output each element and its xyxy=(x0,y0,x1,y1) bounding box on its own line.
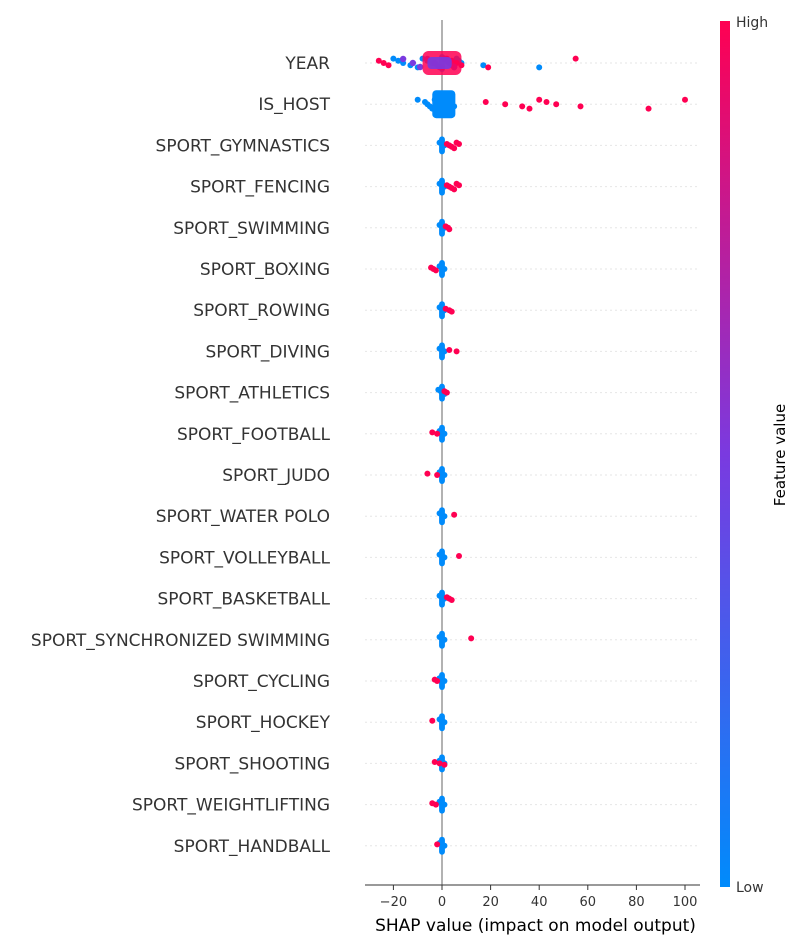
x-tick-label: 80 xyxy=(628,895,645,910)
shap-point-high xyxy=(543,99,550,105)
shap-point-high xyxy=(456,182,463,189)
shap-point-high xyxy=(434,841,441,848)
colorbar-gradient xyxy=(720,21,730,887)
feature-label: SPORT_ATHLETICS xyxy=(174,384,330,404)
shap-point-high xyxy=(468,635,475,642)
feature-label: SPORT_JUDO xyxy=(222,466,330,486)
shap-point-high xyxy=(553,101,560,108)
feature-label: SPORT_SWIMMING xyxy=(173,219,330,239)
shap-point-low xyxy=(536,64,543,71)
feature-label: SPORT_FENCING xyxy=(190,178,330,198)
is-host-density-band xyxy=(432,90,456,119)
shap-point-high xyxy=(434,472,441,478)
x-axis: −20 0 20 40 60 80 100 xyxy=(365,884,700,910)
shap-point-high xyxy=(436,760,443,767)
shap-point-high xyxy=(485,64,492,71)
shap-point-low xyxy=(390,55,397,62)
feature-label: SPORT_BASKETBALL xyxy=(158,590,331,610)
colorbar-high-label: High xyxy=(736,15,768,31)
shap-point-high xyxy=(448,308,455,315)
feature-label: SPORT_HOCKEY xyxy=(196,713,331,733)
feature-label: SPORT_WATER POLO xyxy=(156,507,330,527)
shap-point-low xyxy=(414,96,421,103)
shap-point-mid xyxy=(399,55,407,63)
year-mid-band xyxy=(427,57,452,69)
feature-label: SPORT_HANDBALL xyxy=(174,837,331,857)
shap-point-high xyxy=(385,62,392,69)
shap-point-high xyxy=(451,186,458,193)
shap-point-low xyxy=(441,472,448,478)
shap-point-high xyxy=(434,678,441,684)
feature-label: SPORT_DIVING xyxy=(205,342,330,362)
feature-label: SPORT_SHOOTING xyxy=(174,754,330,774)
x-tick-label: −20 xyxy=(380,895,407,910)
colorbar-low-label: Low xyxy=(736,880,764,896)
shap-point-high xyxy=(375,57,382,64)
shap-point-low xyxy=(480,62,487,69)
shap-point-high xyxy=(451,145,458,152)
shap-point-high xyxy=(456,553,463,559)
feature-label: SPORT_GYMNASTICS xyxy=(156,136,330,156)
shap-point-high xyxy=(431,759,438,765)
shap-point-low xyxy=(441,430,448,437)
shap-point-high xyxy=(446,347,453,353)
x-tick-label: 60 xyxy=(580,895,597,910)
x-tick-label: 0 xyxy=(438,895,446,910)
shap-point-high xyxy=(432,267,439,274)
shap-point-high xyxy=(502,101,509,108)
feature-label: SPORT_VOLLEYBALL xyxy=(159,548,330,568)
feature-label: SPORT_ROWING xyxy=(193,301,330,321)
shap-point-high xyxy=(526,105,533,112)
shap-point-low xyxy=(441,801,448,808)
colorbar-title: Feature value xyxy=(771,404,789,506)
feature-label: SPORT_WEIGHTLIFTING xyxy=(132,796,330,816)
x-axis-title: SHAP value (impact on model output) xyxy=(375,916,696,936)
shap-point-high xyxy=(536,96,543,103)
feature-label: SPORT_SYNCHRONIZED SWIMMING xyxy=(31,631,330,651)
shap-point-high xyxy=(645,105,652,112)
shap-point-high xyxy=(519,103,526,110)
feature-label: SPORT_CYCLING xyxy=(193,672,330,692)
shap-point-high xyxy=(482,99,489,105)
shap-point-high xyxy=(424,470,431,477)
shap-point-low xyxy=(441,678,448,684)
shap-point-mid xyxy=(409,59,417,67)
colorbar: High Low Feature value xyxy=(720,15,789,896)
shap-point-low xyxy=(441,636,448,643)
shap-point-low xyxy=(395,57,402,64)
shap-point-high xyxy=(429,429,436,436)
shap-point-low xyxy=(441,513,448,520)
x-tick-label: 100 xyxy=(673,895,698,910)
shap-point-mid xyxy=(416,63,424,71)
feature-label: SPORT_FOOTBALL xyxy=(177,425,331,445)
shap-point-high xyxy=(682,96,688,103)
x-tick-label: 40 xyxy=(531,895,548,910)
shap-point-high xyxy=(443,389,450,396)
shap-point-low xyxy=(441,719,448,726)
feature-labels: YEAR IS_HOST SPORT_GYMNASTICS SPORT_FENCING… xyxy=(31,54,331,857)
shap-point-high xyxy=(448,597,455,603)
feature-label: YEAR xyxy=(284,54,330,74)
shap-point-high xyxy=(456,141,463,147)
shap-point-high xyxy=(380,60,387,66)
shap-point-high xyxy=(429,717,436,724)
shap-point-low xyxy=(441,554,448,561)
points-layer xyxy=(375,51,688,855)
row-gridlines xyxy=(365,62,700,847)
feature-label: SPORT_BOXING xyxy=(200,260,330,280)
shap-point-low xyxy=(441,348,448,355)
shap-point-high xyxy=(572,55,579,62)
feature-label: IS_HOST xyxy=(258,95,330,115)
shap-point-high xyxy=(434,430,441,437)
shap-point-low xyxy=(441,266,448,272)
shap-point-low xyxy=(441,842,448,849)
shap-point-high xyxy=(453,348,460,355)
shap-point-high xyxy=(432,801,439,808)
shap-point-high xyxy=(451,511,458,518)
shap-point-high xyxy=(446,226,453,233)
x-tick-label: 20 xyxy=(482,895,499,910)
shap-point-high xyxy=(577,103,584,110)
shap-point-high xyxy=(441,761,448,768)
